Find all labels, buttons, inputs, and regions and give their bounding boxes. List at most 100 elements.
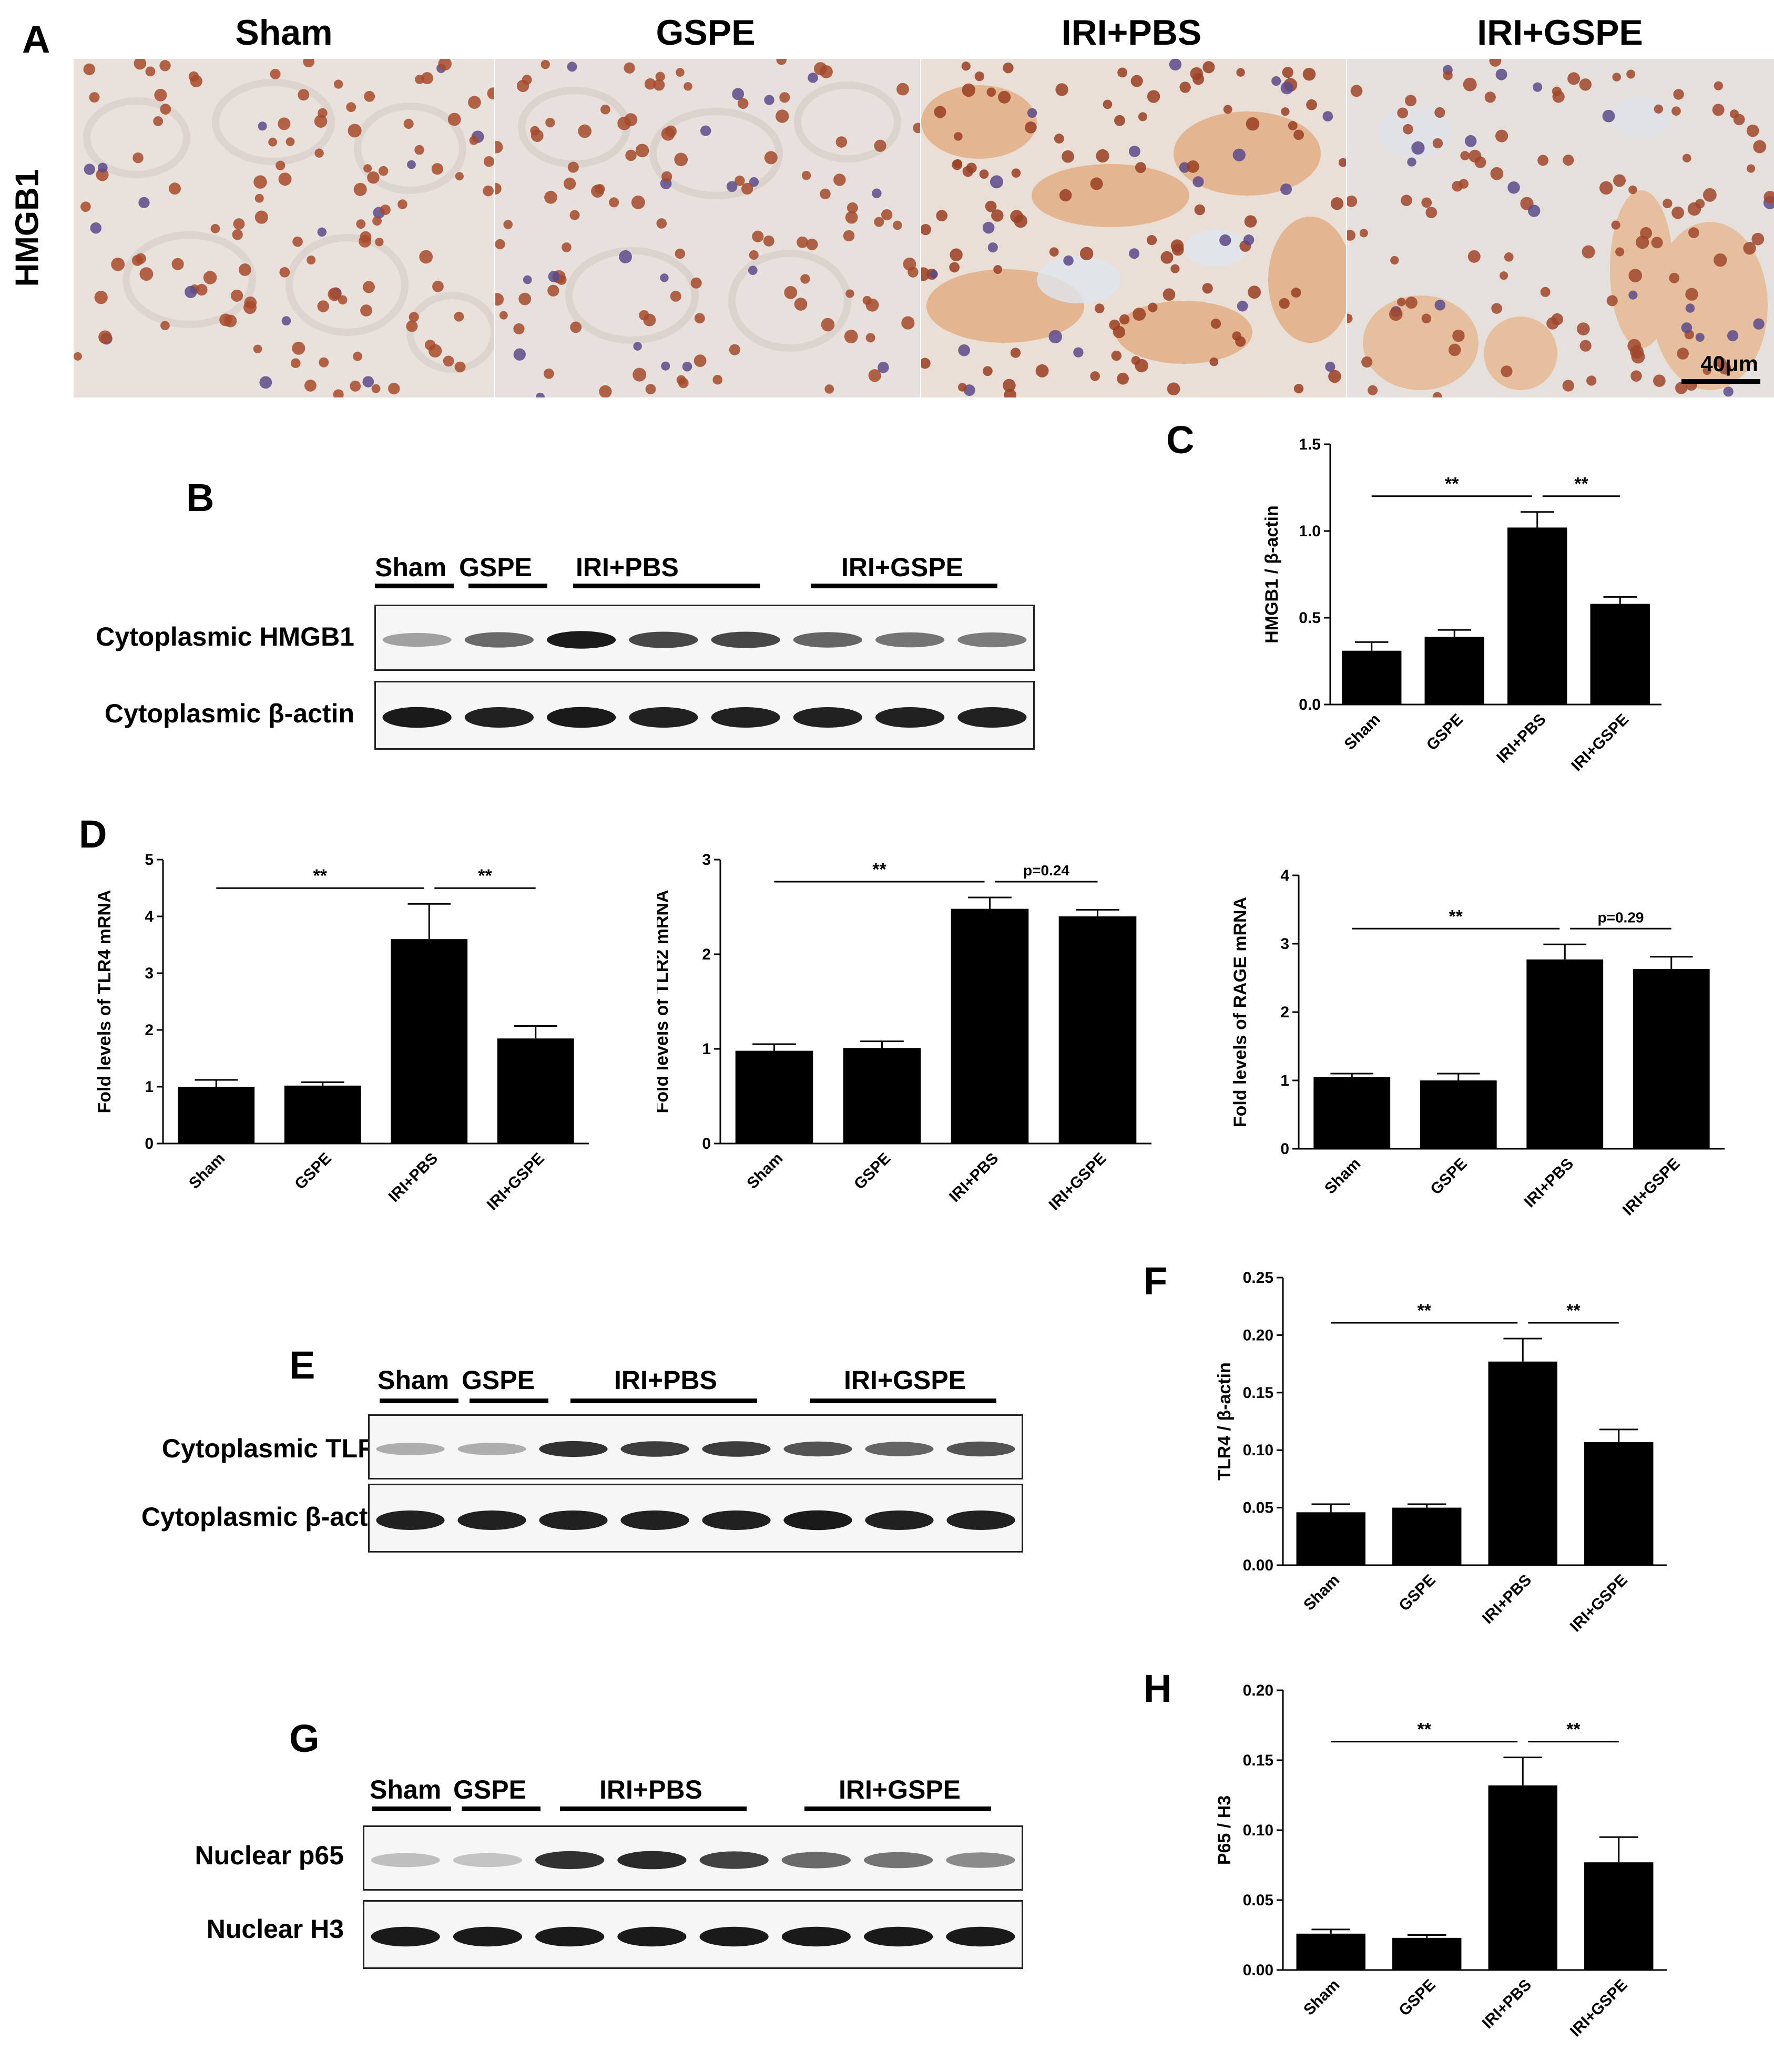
bar	[1420, 1080, 1497, 1149]
cell-nucleus	[1425, 207, 1437, 219]
cell-nucleus	[372, 216, 382, 226]
cell-nucleus	[1602, 109, 1615, 123]
cell-nucleus	[824, 384, 834, 394]
lane-line	[380, 1399, 458, 1403]
cell-nucleus	[495, 141, 503, 154]
cell-nucleus	[1682, 154, 1691, 162]
blot-band	[783, 1441, 852, 1457]
cell-nucleus	[279, 267, 290, 278]
cell-nucleus	[600, 104, 610, 115]
cell-nucleus	[764, 95, 774, 105]
cell-nucleus	[872, 188, 882, 198]
cell-nucleus	[350, 380, 361, 392]
cell-nucleus	[74, 352, 82, 361]
cell-nucleus	[661, 171, 672, 182]
lane-line	[375, 584, 454, 588]
cell-nucleus	[749, 250, 759, 260]
cell-nucleus	[1350, 85, 1363, 97]
cell-nucleus	[990, 175, 1003, 189]
x-tick-label: IRI+GSPE	[1619, 1155, 1684, 1219]
cell-nucleus	[1579, 340, 1592, 352]
bar	[497, 1038, 574, 1144]
cell-nucleus	[661, 127, 675, 141]
cell-nucleus	[661, 361, 670, 371]
cell-nucleus	[1613, 174, 1626, 187]
cell-nucleus	[1288, 121, 1298, 131]
cell-nucleus	[954, 132, 963, 141]
cell-nucleus	[712, 374, 723, 385]
cell-nucleus	[353, 182, 367, 196]
cell-nucleus	[656, 218, 667, 229]
cell-nucleus	[1338, 158, 1346, 167]
cell-nucleus	[360, 304, 372, 317]
blot-band	[617, 1926, 687, 1947]
y-axis-label: TLR4 / β-actin	[1215, 1362, 1235, 1481]
western-blot-hmgb1	[374, 605, 1035, 671]
cell-nucleus	[145, 66, 156, 77]
y-axis-label: Fold levels of RAGE mRNA	[1230, 897, 1250, 1127]
ihc-title-iri-gspe: IRI+GSPE	[1477, 13, 1643, 53]
scale-bar-label: 40μm	[1700, 351, 1758, 376]
cell-nucleus	[676, 68, 685, 77]
cell-nucleus	[1677, 348, 1689, 360]
cell-nucleus	[619, 250, 632, 263]
ihc-image-sham	[74, 59, 496, 397]
cell-nucleus	[1322, 111, 1333, 121]
cell-nucleus	[286, 137, 295, 146]
cell-nucleus	[1209, 357, 1219, 366]
cell-nucleus	[1695, 333, 1705, 342]
cell-nucleus	[231, 289, 243, 302]
cell-nucleus	[881, 209, 893, 221]
blot-bands	[376, 1441, 1015, 1457]
cell-nucleus	[936, 210, 948, 222]
tissue-texture	[921, 59, 1346, 397]
cell-nucleus	[375, 238, 384, 247]
cell-nucleus	[1671, 206, 1685, 219]
cell-nucleus	[1563, 154, 1574, 166]
cell-nucleus	[1138, 112, 1148, 121]
cell-nucleus	[1432, 138, 1443, 149]
cell-nucleus	[1628, 290, 1638, 300]
cell-nucleus	[1202, 61, 1215, 74]
bar	[1584, 1442, 1654, 1565]
y-tick-label: 0.10	[1243, 1822, 1273, 1839]
lane-label-sham: Sham	[378, 1365, 450, 1395]
bar	[1313, 1077, 1391, 1149]
cell-nucleus	[682, 361, 692, 372]
y-tick-label: 0	[702, 1135, 711, 1152]
cell-nucleus	[1636, 236, 1649, 249]
y-tick-label: 0.05	[1243, 1892, 1273, 1909]
ihc-title-iri-pbs: IRI+PBS	[1061, 13, 1202, 53]
blot-band	[946, 1926, 1015, 1947]
cell-nucleus	[495, 239, 505, 250]
cell-nucleus	[1687, 202, 1701, 216]
cell-nucleus	[982, 221, 995, 234]
lane-label-sham: Sham	[375, 553, 447, 582]
cell-nucleus	[1669, 272, 1680, 283]
cell-nucleus	[1628, 185, 1637, 195]
cell-nucleus	[232, 229, 243, 240]
cell-nucleus	[159, 60, 171, 72]
cell-nucleus	[1235, 336, 1246, 347]
cell-nucleus	[991, 209, 1004, 222]
cell-nucleus	[1055, 83, 1068, 96]
x-tick-label: Sham	[1341, 711, 1384, 753]
cell-nucleus	[1096, 149, 1109, 163]
cell-nucleus	[432, 280, 444, 292]
bar	[1342, 650, 1402, 705]
cell-nucleus	[635, 144, 649, 158]
cell-nucleus	[219, 313, 232, 326]
cell-nucleus	[1501, 365, 1513, 377]
cell-nucleus	[353, 351, 362, 361]
cell-nucleus	[1675, 382, 1688, 394]
cell-nucleus	[397, 199, 407, 209]
cell-nucleus	[776, 109, 789, 123]
cell-nucleus	[821, 318, 835, 332]
cell-nucleus	[314, 148, 324, 158]
cell-nucleus	[1248, 285, 1261, 299]
cell-nucleus	[1219, 234, 1231, 247]
cell-nucleus	[1192, 176, 1204, 188]
cell-nucleus	[1293, 383, 1304, 394]
y-tick-label: 0.05	[1243, 1499, 1273, 1517]
blot-row-label: Nuclear p65	[195, 1841, 344, 1870]
